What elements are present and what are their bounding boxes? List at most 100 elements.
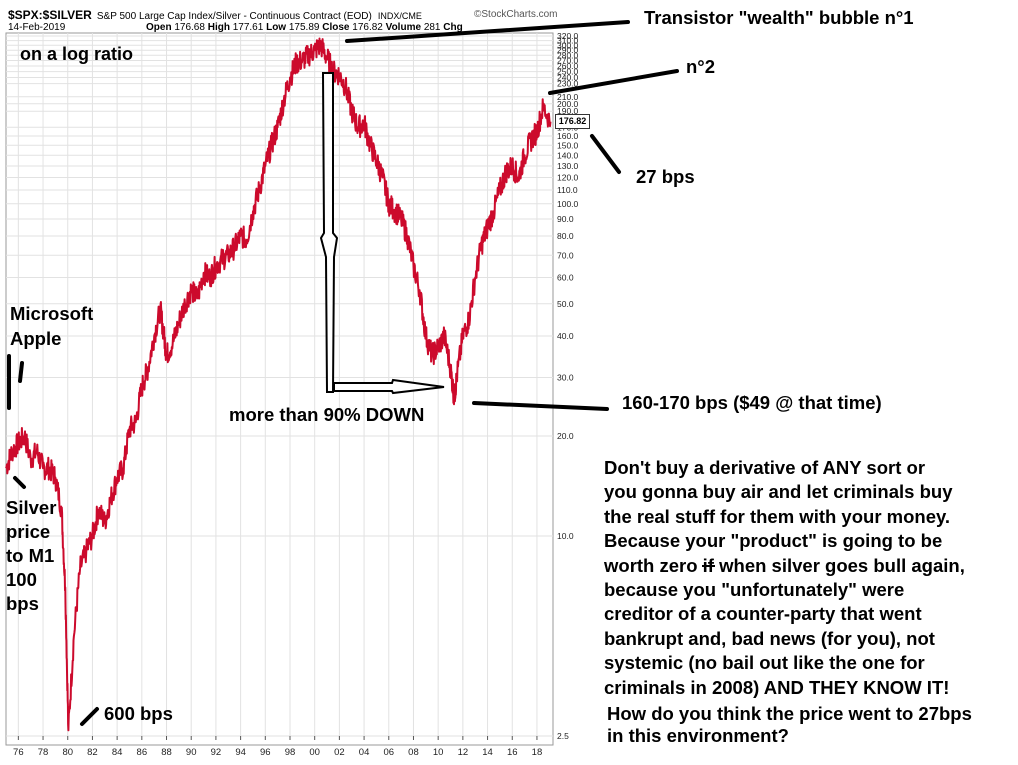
bps160-pointer	[472, 401, 609, 411]
low-value: 175.89	[288, 22, 320, 33]
y-tick-label: 150.0	[557, 140, 579, 150]
open-label: Open	[146, 22, 172, 33]
y-tick-label: 280.0	[557, 50, 579, 60]
close-value: 176.82	[352, 22, 383, 33]
apple-label: Apple	[10, 328, 62, 349]
warning-line: criminals in 2008) AND THEY KNOW IT!	[604, 676, 950, 698]
warning-line: creditor of a counter-party that went	[604, 603, 922, 625]
question-line: How do you think the price went to 27bps	[607, 703, 972, 724]
x-tick-label: 12	[458, 747, 469, 758]
exchange: INDX/CME	[377, 11, 422, 21]
open-value: 176.68	[174, 22, 205, 33]
y-tick-label: 90.0	[557, 214, 574, 224]
question-line: in this environment?	[607, 725, 789, 746]
x-tick-label: 16	[507, 747, 518, 758]
y-tick-label: 290.0	[557, 45, 579, 55]
close-label: Close	[322, 22, 350, 33]
chart-header: $SPX:$SILVER S&P 500 Large Cap Index/Sil…	[8, 8, 422, 22]
volume-label: Volume	[385, 22, 422, 33]
bubble1-pointer	[345, 20, 630, 43]
silver-pointer	[13, 476, 26, 489]
bps600-pointer	[80, 707, 99, 726]
y-tick-label: 260.0	[557, 61, 579, 71]
x-tick-label: 84	[112, 747, 123, 758]
x-tick-label: 82	[87, 747, 98, 758]
bps27-label: 27 bps	[636, 166, 695, 187]
volume-value: 281	[423, 22, 441, 33]
grid-layer	[6, 33, 553, 737]
high-label: High	[207, 22, 230, 33]
price-series-line	[5, 37, 552, 732]
silver-line: 100	[6, 569, 37, 590]
y-tick-label: 110.0	[557, 185, 578, 195]
x-tick-label: 78	[38, 747, 49, 758]
symbol: $SPX:$SILVER	[8, 8, 92, 22]
x-tick-label: 90	[186, 747, 197, 758]
y-tick-label: 270.0	[557, 56, 579, 66]
warning-line: worth zero if when silver goes bull agai…	[604, 554, 965, 578]
bps600-label: 600 bps	[104, 703, 173, 724]
y-tick-label: 120.0	[557, 173, 579, 183]
y-tick-label: 30.0	[557, 373, 574, 383]
x-tick-label: 94	[235, 747, 246, 758]
y-tick-label: 2.5	[557, 731, 569, 741]
x-tick-label: 96	[260, 747, 271, 758]
warning-line: Don't buy a derivative of ANY sort or	[604, 457, 926, 478]
silver-line: to M1	[6, 545, 55, 566]
y-tick-label: 210.0	[557, 92, 579, 102]
y-tick-label: 50.0	[557, 299, 574, 309]
bubble1-label: Transistor "wealth" bubble n°1	[644, 7, 914, 28]
y-tick-label: 40.0	[557, 331, 574, 341]
struck-word: if	[702, 554, 714, 576]
x-tick-label: 08	[408, 747, 419, 758]
annotation-marks	[7, 20, 679, 726]
y-tick-label: 100.0	[557, 199, 579, 209]
warning-line: bankrupt and, bad news (for you), not	[604, 627, 935, 649]
y-tick-label: 250.0	[557, 67, 579, 77]
warning-line-end: when silver goes bull again,	[719, 554, 965, 576]
last-price-tag: 176.82	[555, 114, 590, 129]
x-tick-label: 76	[13, 747, 24, 758]
x-tick-label: 00	[309, 747, 320, 758]
ohlc-row: Open 176.68 High 177.61 Low 175.89 Close…	[146, 22, 463, 33]
y-tick-label: 20.0	[557, 431, 574, 441]
x-axis: 76 78 80 82 84 86 88 90 92 94 96 98 00 02 04 06 08 10 12 14…	[13, 736, 542, 758]
question-note: How do you think the price went to 27bps…	[607, 703, 972, 747]
y-tick-label: 140.0	[557, 150, 579, 160]
y-tick-label: 60.0	[557, 273, 574, 283]
chg-label: Chg	[443, 22, 463, 33]
y-tick-label: 200.0	[557, 99, 579, 109]
y-tick-label: 240.0	[557, 73, 579, 83]
y-tick-label: 160.0	[557, 131, 579, 141]
warning-line: Because your "product" is going to be	[604, 530, 943, 552]
x-tick-label: 04	[359, 747, 370, 758]
x-tick-label: 80	[62, 747, 73, 758]
warning-line: you gonna buy air and let criminals buy	[604, 481, 953, 503]
warning-line: systemic (no bail out like the one for	[604, 652, 925, 674]
right-arrow	[333, 378, 445, 395]
x-tick-label: 92	[211, 747, 222, 758]
x-tick-label: 86	[137, 747, 148, 758]
microsoft-label: Microsoft	[10, 303, 94, 324]
log-ratio-note: on a log ratio	[20, 44, 134, 64]
x-tick-label: 98	[285, 747, 296, 758]
bps160-label: 160-170 bps ($49 @ that time)	[622, 392, 882, 413]
y-tick-label: 70.0	[557, 250, 574, 260]
y-tick-label: 80.0	[557, 231, 574, 241]
y-tick-label: 130.0	[557, 161, 579, 171]
description: S&P 500 Large Cap Index/Silver - Continu…	[96, 11, 372, 22]
silver-line: Silver	[6, 497, 57, 518]
bubble2-pointer	[548, 69, 679, 95]
x-tick-label: 14	[482, 747, 493, 758]
x-tick-label: 02	[334, 747, 345, 758]
x-tick-label: 06	[383, 747, 394, 758]
x-tick-label: 18	[532, 747, 543, 758]
apple-mark	[18, 361, 24, 383]
x-tick-label: 88	[161, 747, 172, 758]
y-tick-label: 320.0	[557, 31, 579, 41]
high-value: 177.61	[232, 22, 264, 33]
y-tick-label: 190.0	[557, 106, 579, 116]
bps27-pointer	[590, 134, 621, 174]
silver-m1-note: Silver price to M1 100 bps	[6, 496, 56, 616]
